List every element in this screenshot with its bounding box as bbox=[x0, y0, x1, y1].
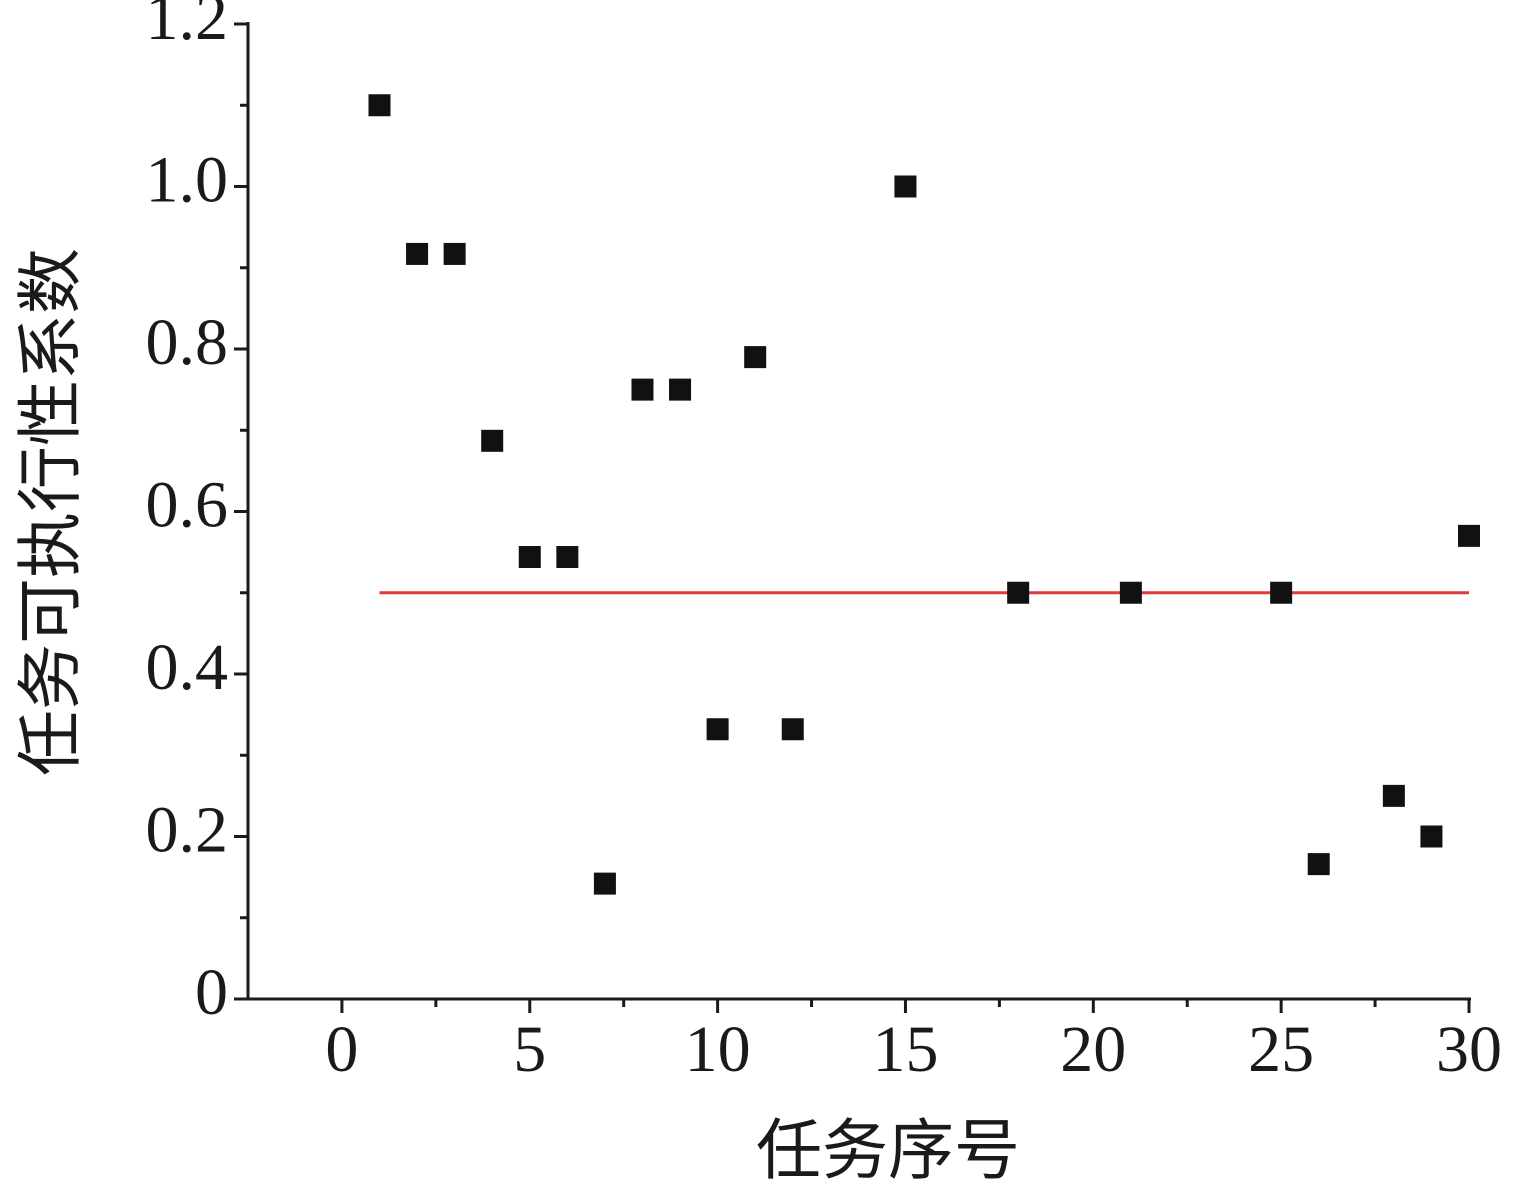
y-tick-label: 1.0 bbox=[146, 144, 229, 217]
point bbox=[368, 94, 391, 117]
point bbox=[1119, 581, 1142, 604]
point bbox=[481, 429, 504, 452]
point bbox=[1307, 853, 1330, 876]
x-tick-label: 0 bbox=[325, 1013, 358, 1086]
point bbox=[1007, 581, 1030, 604]
point bbox=[1270, 581, 1293, 604]
point bbox=[1458, 524, 1480, 547]
point bbox=[669, 378, 692, 401]
y-tick-label: 1.2 bbox=[146, 0, 229, 54]
point bbox=[894, 175, 917, 198]
y-axis-label: 任务可执行性系数 bbox=[15, 248, 88, 776]
point bbox=[781, 718, 804, 741]
y-tick-label: 0.8 bbox=[146, 306, 229, 379]
point bbox=[443, 242, 466, 265]
x-tick-label: 10 bbox=[685, 1013, 751, 1086]
point bbox=[556, 546, 579, 568]
y-tick-label: 0.2 bbox=[146, 794, 229, 867]
y-tick-label: 0 bbox=[195, 956, 228, 1029]
point bbox=[744, 346, 767, 369]
x-axis-label: 任务序号 bbox=[756, 1115, 1020, 1188]
x-tick-label: 5 bbox=[513, 1013, 546, 1086]
x-tick-label: 25 bbox=[1248, 1013, 1314, 1086]
x-tick-label: 20 bbox=[1060, 1013, 1126, 1086]
point bbox=[631, 378, 654, 401]
x-tick-label: 30 bbox=[1436, 1013, 1502, 1086]
x-tick-label: 15 bbox=[872, 1013, 938, 1086]
y-tick-label: 0.4 bbox=[146, 631, 229, 704]
y-tick-label: 0.6 bbox=[146, 469, 229, 542]
point bbox=[518, 546, 541, 568]
point bbox=[593, 872, 616, 895]
point bbox=[706, 718, 729, 741]
point bbox=[406, 242, 429, 265]
point bbox=[1382, 784, 1405, 807]
point bbox=[1420, 825, 1443, 848]
